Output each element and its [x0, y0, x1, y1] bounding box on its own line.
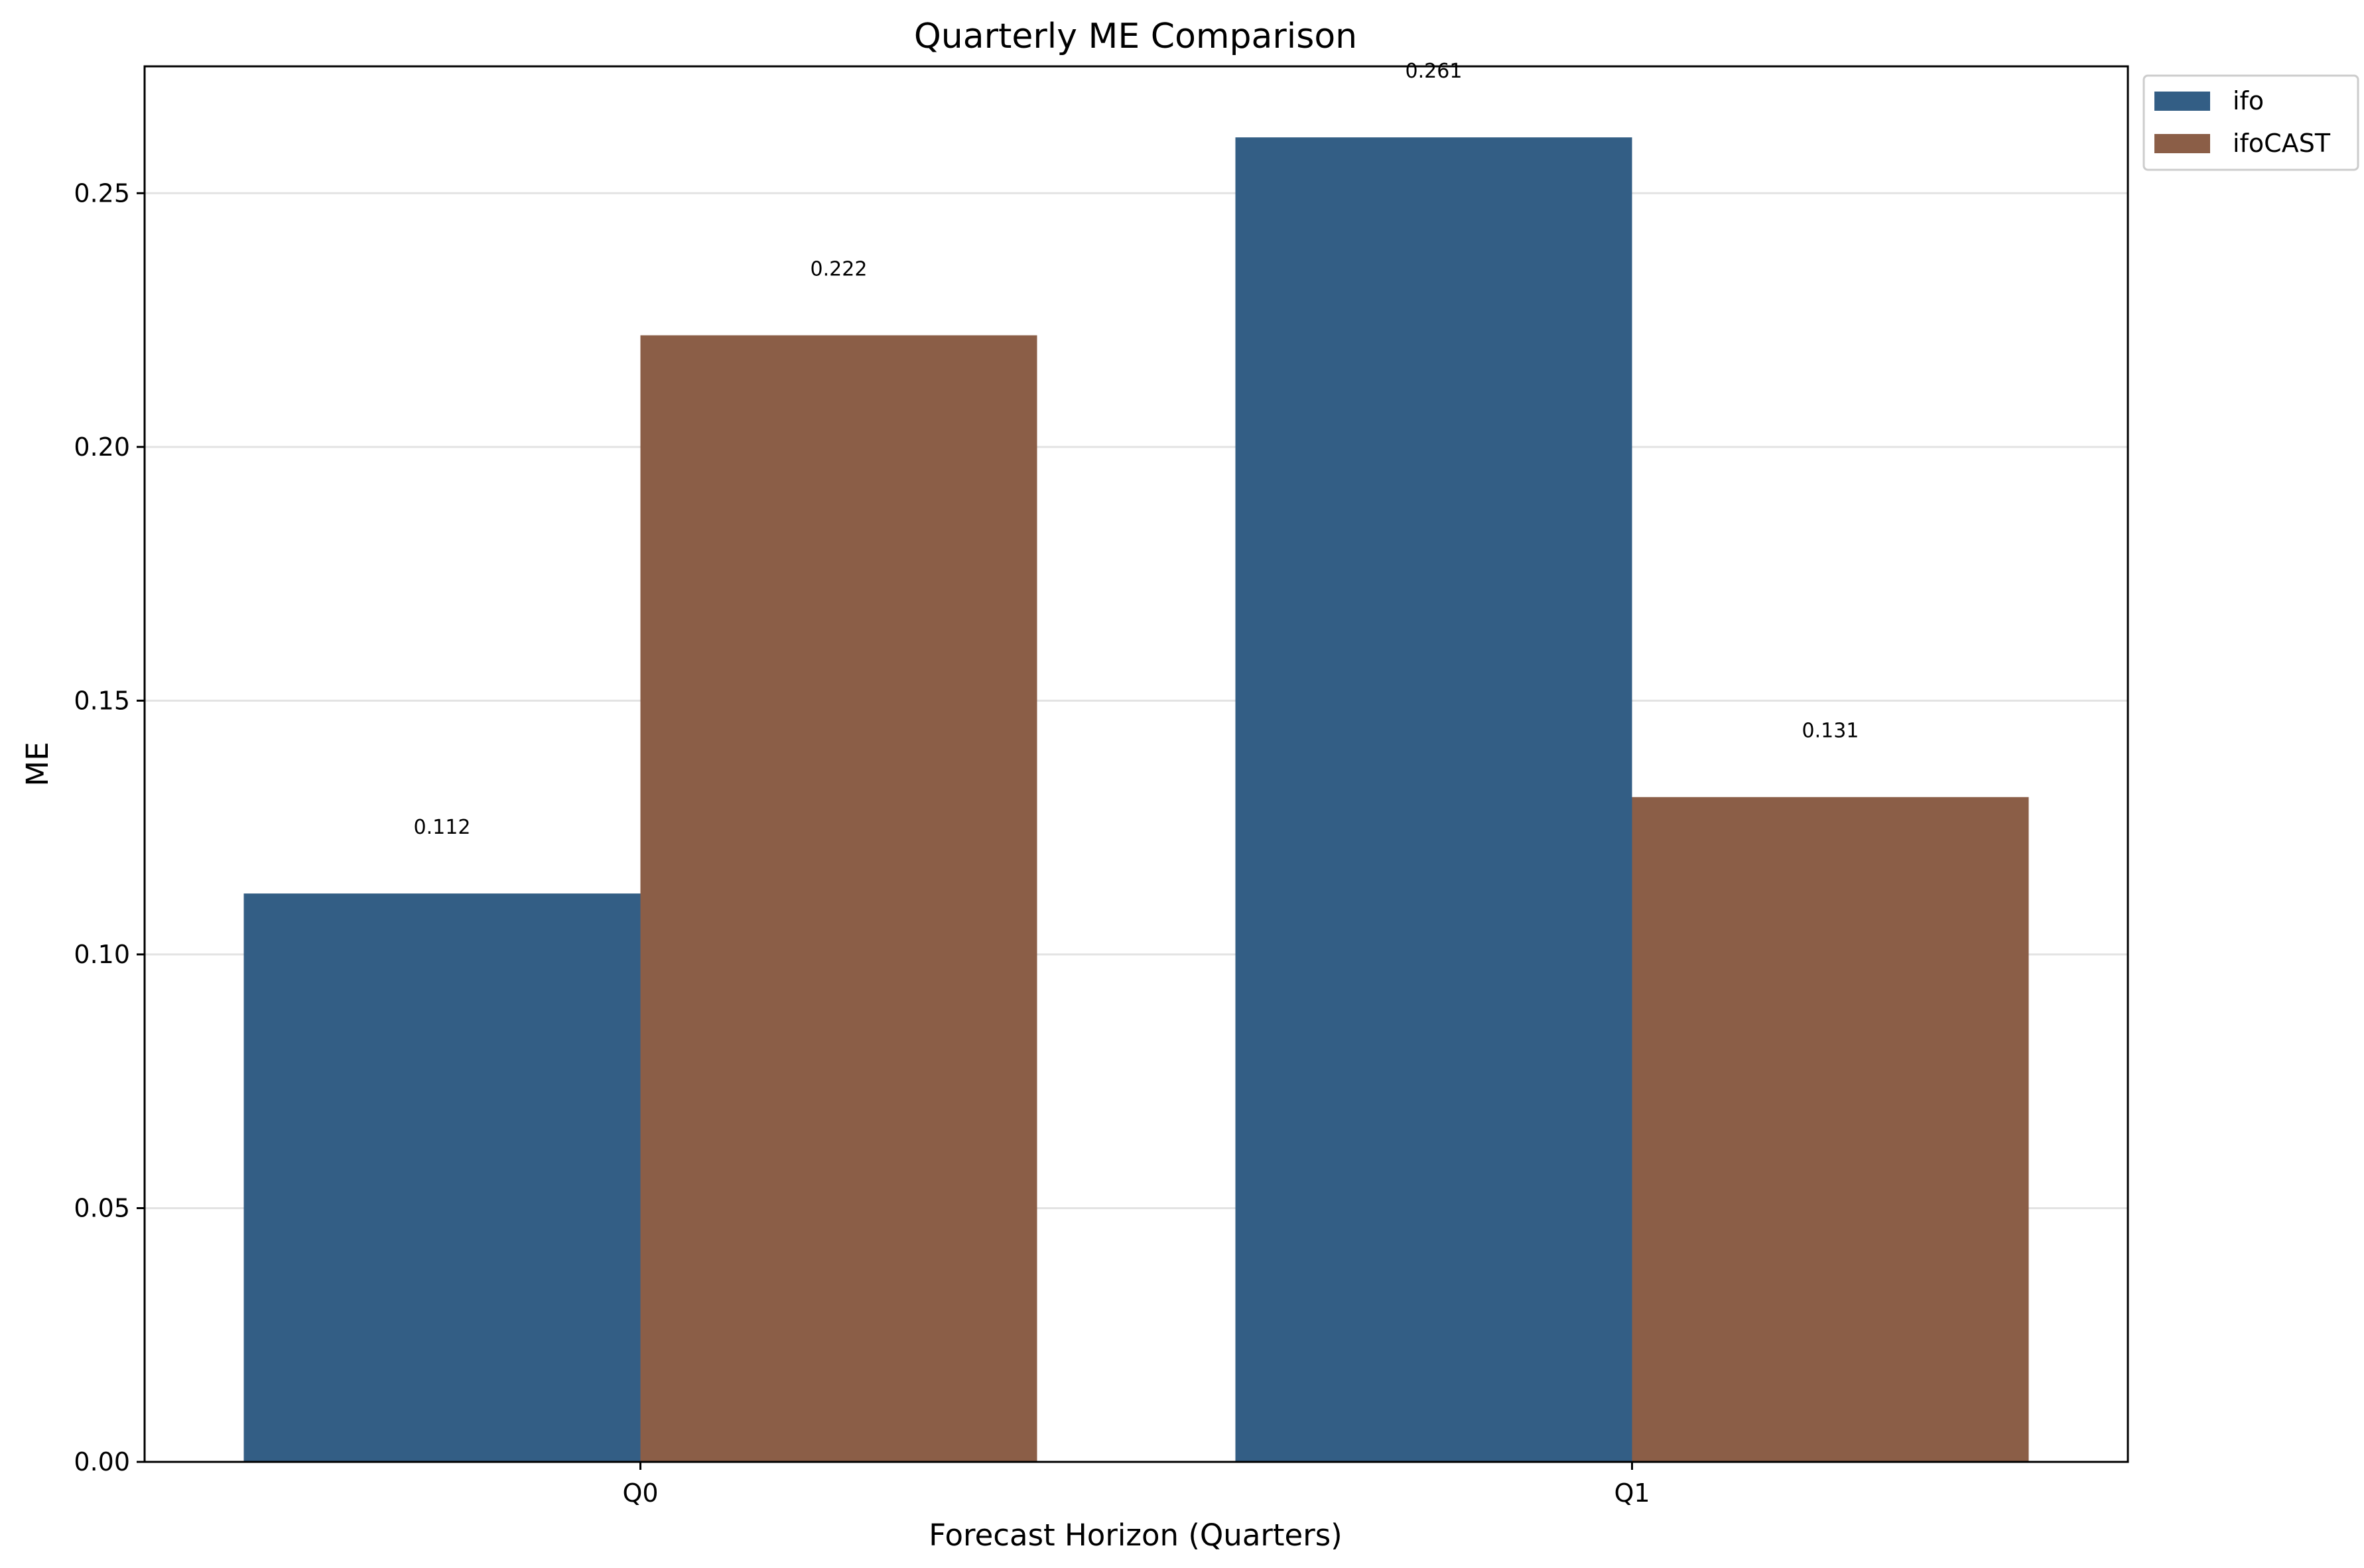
legend-label-ifo: ifo	[2233, 86, 2264, 115]
y-axis-label: ME	[20, 742, 55, 786]
y-tick-label: 0.15	[74, 686, 130, 715]
y-tick-label: 0.05	[74, 1193, 130, 1222]
legend-swatch-ifo	[2154, 92, 2210, 111]
data-label: 0.261	[1406, 60, 1463, 83]
chart-title: Quarterly ME Comparison	[914, 17, 1357, 56]
legend-label-ifoCAST: ifoCAST	[2233, 129, 2331, 158]
y-tick-label: 0.20	[74, 432, 130, 462]
plot-frame	[143, 65, 2129, 1463]
data-label: 0.112	[414, 816, 471, 839]
data-label: 0.131	[1802, 720, 1859, 743]
y-tick-label: 0.10	[74, 940, 130, 969]
bar-ifo-Q0	[243, 893, 641, 1462]
y-tick-label: 0.25	[74, 178, 130, 208]
data-labels: 0.112 0.222 0.261 0.131	[414, 60, 1859, 839]
data-label: 0.222	[811, 257, 868, 281]
legend-swatch-ifoCAST	[2154, 134, 2210, 153]
x-axis-label: Forecast Horizon (Quarters)	[929, 1518, 1342, 1553]
x-tick-label: Q0	[622, 1478, 658, 1508]
legend: ifo ifoCAST	[2142, 74, 2359, 171]
y-tick-label: 0.00	[74, 1447, 130, 1476]
bar-ifo-Q1	[1235, 137, 1632, 1462]
axis-ticks: 0.00 0.05 0.10 0.15 0.20 0.25 Q0 Q1	[74, 178, 1650, 1508]
bars	[243, 137, 2029, 1462]
bar-ifoCAST-Q0	[640, 335, 1037, 1462]
bar-ifoCAST-Q1	[1632, 797, 2029, 1462]
x-tick-label: Q1	[1614, 1478, 1650, 1508]
